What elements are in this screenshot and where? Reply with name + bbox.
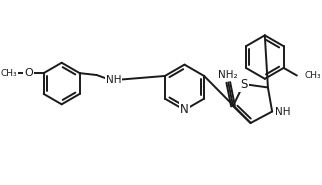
Text: NH: NH (275, 107, 290, 117)
Text: CH₃: CH₃ (1, 69, 17, 78)
Text: NH: NH (106, 75, 121, 85)
Text: S: S (240, 78, 247, 91)
Text: O: O (24, 68, 33, 78)
Text: N: N (180, 103, 189, 117)
Text: NH₂: NH₂ (218, 70, 238, 80)
Text: CH₃: CH₃ (304, 71, 321, 80)
